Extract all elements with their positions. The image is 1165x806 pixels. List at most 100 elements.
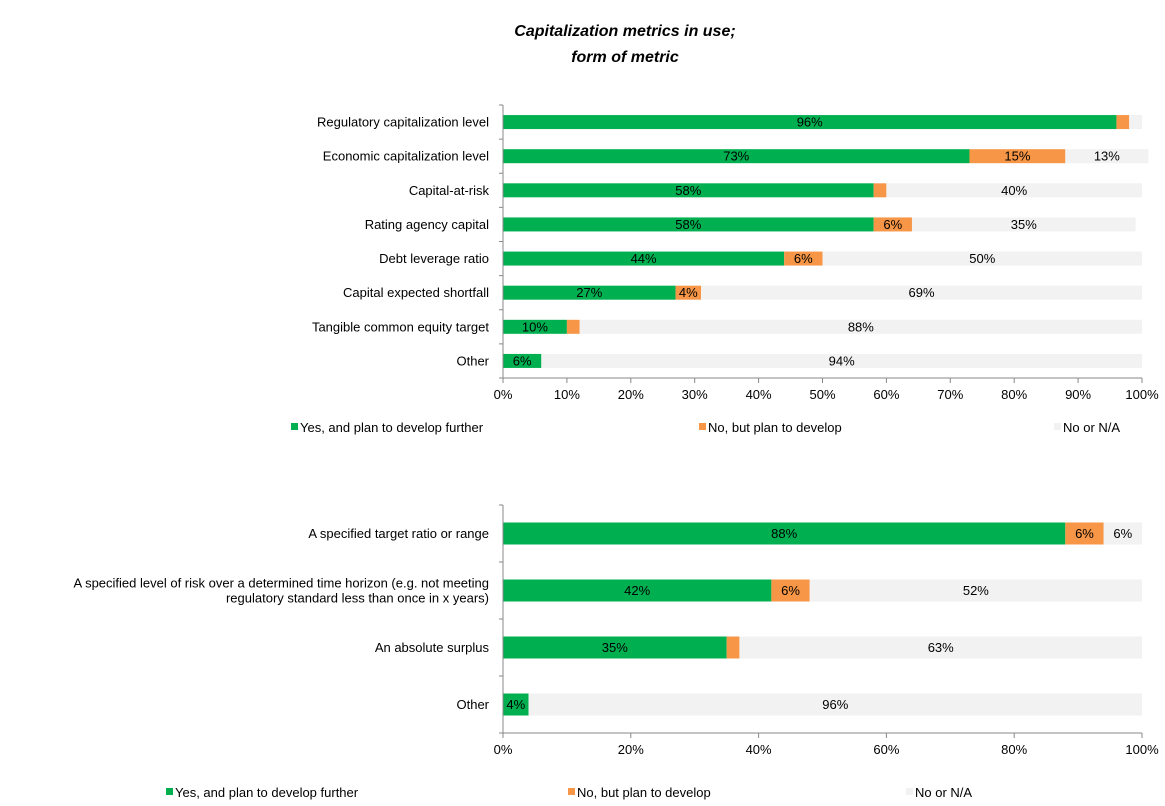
bar-segment-no-plan xyxy=(1065,522,1104,545)
data-label: 88% xyxy=(771,526,797,541)
category-label-line: An absolute surplus xyxy=(375,640,490,655)
bar-segment-na xyxy=(579,319,1142,334)
category-label-line: Rating agency capital xyxy=(365,217,489,232)
data-label: 6% xyxy=(513,353,532,368)
x-tick-label: 100% xyxy=(1125,387,1159,402)
bar-segment-na xyxy=(1065,149,1149,164)
category-label: Other xyxy=(456,353,489,368)
x-tick-label: 10% xyxy=(554,387,580,402)
chart-title-line-2: form of metric xyxy=(571,49,679,66)
data-label: 6% xyxy=(1075,526,1094,541)
data-label: 15% xyxy=(1004,149,1030,164)
category-label-line: A specified level of risk over a determi… xyxy=(74,576,490,591)
bar-segment-yes xyxy=(503,636,727,659)
bar-segment-no-plan xyxy=(675,285,702,300)
legend-label-yes: Yes, and plan to develop further xyxy=(300,420,484,435)
bar-segment-na xyxy=(739,636,1142,659)
data-label: 69% xyxy=(909,285,935,300)
bar-segment-na xyxy=(886,183,1142,198)
bar-segment-na xyxy=(701,285,1142,300)
bar-segment-yes xyxy=(503,149,970,164)
data-label: 50% xyxy=(969,251,995,266)
x-tick-label: 0% xyxy=(494,742,513,757)
data-label: 6% xyxy=(781,583,800,598)
data-label: 58% xyxy=(675,217,701,232)
legend-label-yes: Yes, and plan to develop further xyxy=(175,785,359,800)
data-label: 94% xyxy=(829,353,855,368)
data-label: 63% xyxy=(928,640,954,655)
bar-segment-no-plan xyxy=(1116,115,1130,130)
x-tick-label: 60% xyxy=(873,387,899,402)
bar-segment-no-plan xyxy=(566,319,580,334)
data-label: 96% xyxy=(822,697,848,712)
bar-segment-yes xyxy=(503,183,874,198)
category-label: Capital-at-risk xyxy=(409,183,490,198)
x-tick-label: 70% xyxy=(937,387,963,402)
bar-segment-no-plan xyxy=(969,149,1066,164)
category-label: Other xyxy=(456,697,489,712)
bar-segment-yes xyxy=(503,285,676,300)
bar-segment-yes xyxy=(503,217,874,232)
data-label: 6% xyxy=(883,217,902,232)
category-label-line: A specified target ratio or range xyxy=(308,526,489,541)
data-label: 4% xyxy=(679,285,698,300)
data-label: 4% xyxy=(506,697,525,712)
category-label-line: Capital-at-risk xyxy=(409,183,490,198)
bar-segment-na xyxy=(911,217,1136,232)
category-label: Economic capitalization level xyxy=(323,149,489,164)
chart-panels: 96% Regulatory capitalization level 73% 15%… xyxy=(74,104,1159,800)
category-label-line: Economic capitalization level xyxy=(323,149,489,164)
category-label: An absolute surplus xyxy=(375,640,490,655)
x-tick-label: 50% xyxy=(809,387,835,402)
bar-segment-na xyxy=(541,353,1142,368)
bar-segment-no-plan xyxy=(784,251,823,266)
legend-swatch-na xyxy=(906,788,913,795)
x-tick-label: 40% xyxy=(746,387,772,402)
category-label: A specified target ratio or range xyxy=(308,526,489,541)
data-label: 73% xyxy=(723,149,749,164)
bar-segment-yes xyxy=(503,693,529,716)
category-label-line: Capital expected shortfall xyxy=(343,285,489,300)
legend-swatch-yes xyxy=(291,423,298,430)
category-label: Rating agency capital xyxy=(365,217,489,232)
x-tick-label: 60% xyxy=(873,742,899,757)
bar-segment-no-plan xyxy=(873,217,912,232)
x-tick-label: 0% xyxy=(494,387,513,402)
data-label: 13% xyxy=(1094,149,1120,164)
x-tick-label: 80% xyxy=(1001,742,1027,757)
x-tick-label: 20% xyxy=(618,387,644,402)
x-tick-label: 40% xyxy=(746,742,772,757)
x-tick-label: 90% xyxy=(1065,387,1091,402)
data-label: 6% xyxy=(1113,526,1132,541)
legend-swatch-na xyxy=(1054,423,1061,430)
bar-segment-yes xyxy=(503,579,772,602)
category-label: A specified level of risk over a determi… xyxy=(74,576,490,606)
bar-segment-yes xyxy=(503,353,542,368)
data-label: 52% xyxy=(963,583,989,598)
data-label: 96% xyxy=(797,115,823,130)
bar-segment-na xyxy=(1129,115,1142,130)
legend-swatch-no-plan xyxy=(699,423,706,430)
legend-label-no-plan: No, but plan to develop xyxy=(708,420,842,435)
bar-segment-yes xyxy=(503,319,567,334)
bar-segment-yes xyxy=(503,115,1117,130)
bar-segment-yes xyxy=(503,251,785,266)
data-label: 42% xyxy=(624,583,650,598)
bar-segment-yes xyxy=(503,522,1066,545)
data-label: 44% xyxy=(631,251,657,266)
chart-panel-2: 88% 6% 6% A specified target ratio or range… xyxy=(74,504,1159,800)
bar-segment-no-plan xyxy=(771,579,810,602)
x-tick-label: 20% xyxy=(618,742,644,757)
legend-swatch-yes xyxy=(166,788,173,795)
bar-segment-na xyxy=(822,251,1142,266)
legend-label-no-plan: No, but plan to develop xyxy=(577,785,711,800)
x-tick-label: 100% xyxy=(1125,742,1159,757)
category-label-line: Other xyxy=(456,353,489,368)
bar-segment-na xyxy=(1103,522,1142,545)
bar-segment-na xyxy=(528,693,1142,716)
category-label-line: Regulatory capitalization level xyxy=(317,115,489,130)
category-label: Tangible common equity target xyxy=(312,319,489,334)
category-label-line: regulatory standard less than once in x … xyxy=(226,591,489,606)
data-label: 40% xyxy=(1001,183,1027,198)
category-label: Capital expected shortfall xyxy=(343,285,489,300)
